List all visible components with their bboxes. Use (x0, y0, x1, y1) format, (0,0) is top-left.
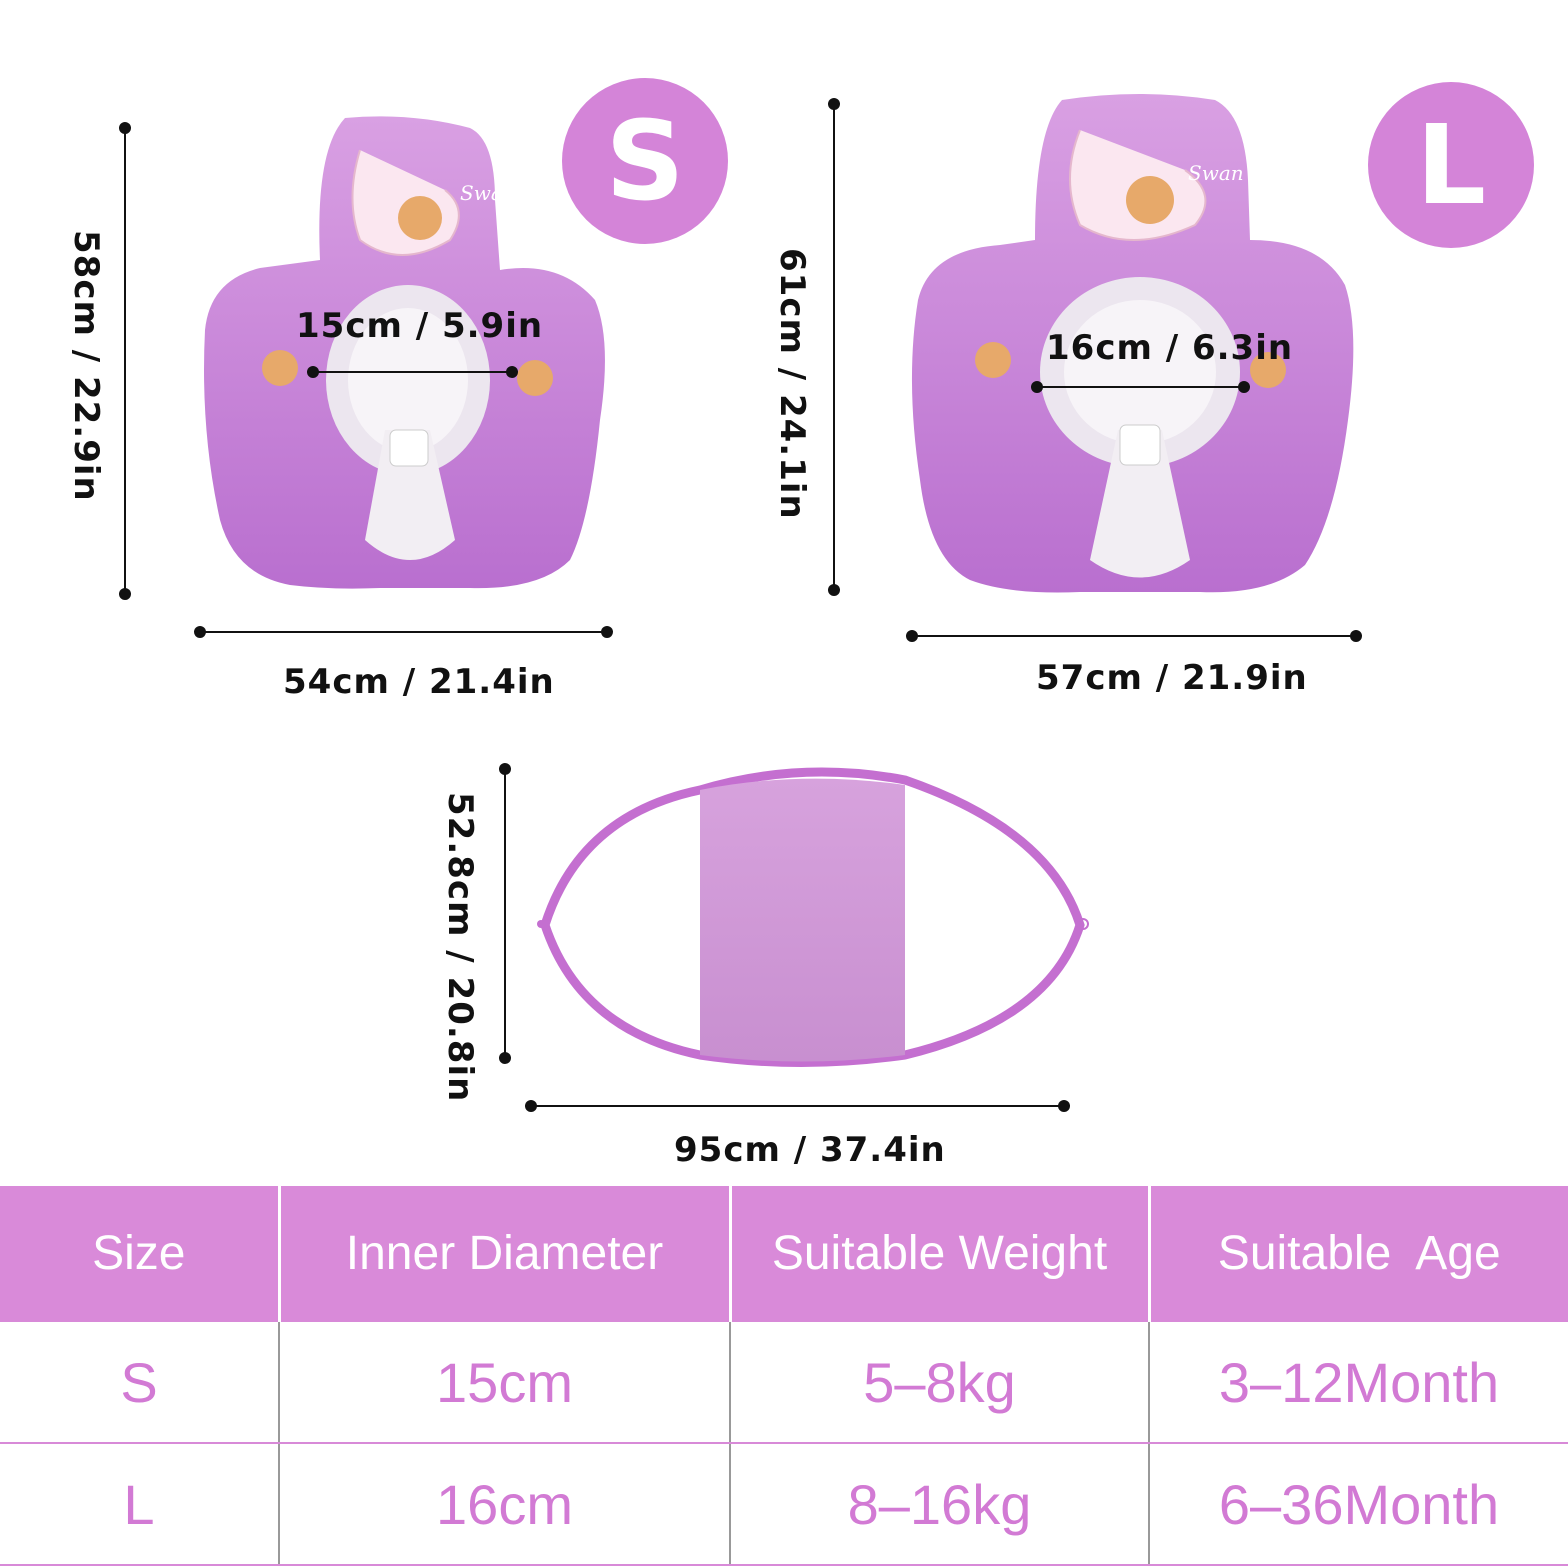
canopy-height-line (499, 763, 511, 1064)
large-float-width-line (906, 630, 1362, 642)
large-float-inner-label: 16cm / 6.3in (1046, 328, 1294, 368)
small-float-illustration: Swan (204, 116, 605, 589)
canopy-illustration (537, 767, 1089, 1067)
dimension-illustration: Swan Swan (119, 94, 1362, 1112)
canopy-width-label: 95cm / 37.4in (674, 1130, 946, 1170)
cell-suitable-age: 3–12Month (1149, 1320, 1568, 1444)
size-badge-s-text: S (605, 97, 685, 225)
canopy-width-line (525, 1100, 1070, 1112)
large-float-inner-line (1031, 381, 1250, 393)
product-dimensions-graphic: Swan Swan (66, 78, 1534, 1170)
cell-size: S (0, 1320, 280, 1444)
size-badge-s: S (562, 78, 728, 244)
cell-suitable-weight: 8–16kg (730, 1443, 1150, 1566)
small-float-height-label: 58cm / 22.9in (66, 230, 106, 502)
small-float-inner-label: 15cm / 5.9in (296, 306, 544, 346)
small-float-width-line (194, 626, 613, 638)
cell-suitable-weight: 5–8kg (730, 1320, 1150, 1444)
cell-inner-diameter: 16cm (279, 1443, 731, 1566)
small-float-print-brand: Swan (460, 181, 516, 205)
cell-suitable-age: 6–36Month (1149, 1443, 1568, 1566)
header-size: Size (0, 1186, 281, 1321)
small-float-inner-line (307, 366, 518, 378)
header-inner-diameter: Inner Diameter (279, 1186, 732, 1321)
size-spec-table: Size Inner Diameter Suitable Weight Suit… (0, 1186, 1568, 1566)
large-float-height-label: 61cm / 24.1in (772, 248, 812, 520)
small-float-width-label: 54cm / 21.4in (283, 662, 555, 702)
size-badge-l: L (1368, 82, 1534, 248)
large-float-width-label: 57cm / 21.9in (1036, 658, 1308, 698)
table-row: L 16cm 8–16kg 6–36Month (0, 1443, 1568, 1566)
table-header-row: Size Inner Diameter Suitable Weight Suit… (0, 1186, 1568, 1321)
size-badge-l-text: L (1415, 101, 1487, 229)
small-float-height-line (119, 122, 131, 600)
header-suitable-age: Suitable Age (1149, 1186, 1568, 1321)
large-float-print-brand: Swan (1188, 161, 1244, 185)
cell-inner-diameter: 15cm (279, 1320, 731, 1444)
cell-size: L (0, 1443, 280, 1566)
table-row: S 15cm 5–8kg 3–12Month (0, 1320, 1568, 1444)
header-suitable-weight: Suitable Weight (730, 1186, 1151, 1321)
large-float-illustration: Swan (911, 94, 1354, 593)
canopy-height-label: 52.8cm / 20.8in (440, 792, 480, 1103)
large-float-height-line (828, 98, 840, 596)
